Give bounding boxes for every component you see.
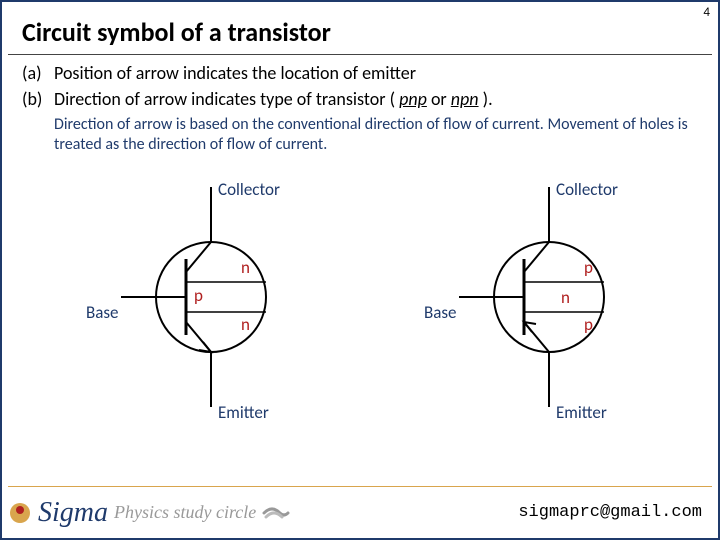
npn-region-bot: n xyxy=(241,314,250,335)
pnp-region-top: p xyxy=(584,257,593,278)
bullet-b-prefix: Direction of arrow indicates type of tra… xyxy=(54,88,399,110)
bullet-b-text: Direction of arrow indicates type of tra… xyxy=(54,87,698,111)
bullet-b-label: (b) xyxy=(22,87,54,111)
npn-diagram: Collector Base Emitter n p n xyxy=(51,177,331,427)
bullet-a-label: (a) xyxy=(22,61,54,85)
bullet-b-npn: npn xyxy=(451,88,479,110)
footer: Sigma Physics study circle sigmaprc@gmai… xyxy=(8,486,712,534)
page-title: Circuit symbol of a transistor xyxy=(2,2,718,54)
page-number: 4 xyxy=(703,5,710,20)
pnp-base-label: Base xyxy=(424,302,457,323)
diagrams-area: Collector Base Emitter n p n Collector xyxy=(2,162,718,427)
note-text: Direction of arrow is based on the conve… xyxy=(54,115,698,157)
sigma-icon xyxy=(8,501,32,525)
pnp-diagram: Collector Base Emitter p n p xyxy=(389,177,669,427)
bullet-b-suffix: ). xyxy=(479,88,493,110)
bullet-a-text: Position of arrow indicates the location… xyxy=(54,61,698,85)
note-row: Direction of arrow is based on the conve… xyxy=(22,115,698,157)
npn-collector-label: Collector xyxy=(218,179,280,200)
footer-email: sigmaprc@gmail.com xyxy=(518,503,712,522)
bullet-b-mid: or xyxy=(427,88,451,110)
content-area: (a) Position of arrow indicates the loca… xyxy=(2,55,718,162)
pnp-region-bot: p xyxy=(584,314,593,335)
footer-brand: Sigma xyxy=(38,497,108,529)
footer-tagline: Physics study circle xyxy=(114,502,256,523)
pnp-emitter-label: Emitter xyxy=(556,402,607,423)
npn-emitter-label: Emitter xyxy=(218,402,269,423)
bullet-b-pnp: pnp xyxy=(399,88,427,110)
pnp-collector-label: Collector xyxy=(556,179,618,200)
note-indent xyxy=(22,115,54,157)
swirl-icon xyxy=(262,503,292,523)
npn-base-label: Base xyxy=(86,302,119,323)
bullet-a: (a) Position of arrow indicates the loca… xyxy=(22,61,698,85)
npn-region-mid: p xyxy=(194,285,203,306)
bullet-b: (b) Direction of arrow indicates type of… xyxy=(22,87,698,111)
npn-region-top: n xyxy=(241,257,250,278)
footer-logo: Sigma Physics study circle xyxy=(8,497,292,529)
pnp-region-mid: n xyxy=(561,287,570,308)
